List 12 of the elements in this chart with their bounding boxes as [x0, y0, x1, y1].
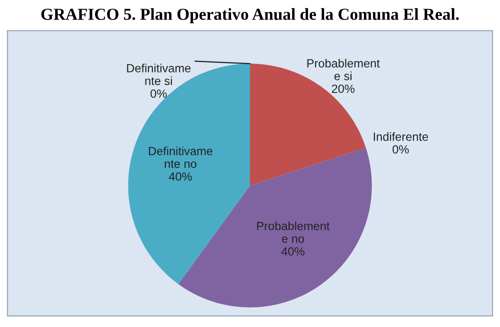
text: 0%: [392, 145, 409, 154]
category-label: Definitivamente si: [127, 64, 191, 86]
category-label: Indiferente: [374, 132, 428, 141]
slice-label: Probablemente si: [307, 58, 380, 80]
slice-label: Definitivamente no: [148, 146, 212, 168]
slice-label: Probablemente no: [257, 222, 330, 243]
data-label: 40%: [168, 172, 192, 181]
data-label: 20%: [332, 84, 355, 93]
chart-title: GRAFICO 5. Plan Operativo Anual de la Comuna El Real.: [41, 8, 459, 24]
text: 0%: [150, 89, 167, 98]
pie-slice: [128, 64, 250, 284]
data-label: 40%: [281, 247, 304, 256]
